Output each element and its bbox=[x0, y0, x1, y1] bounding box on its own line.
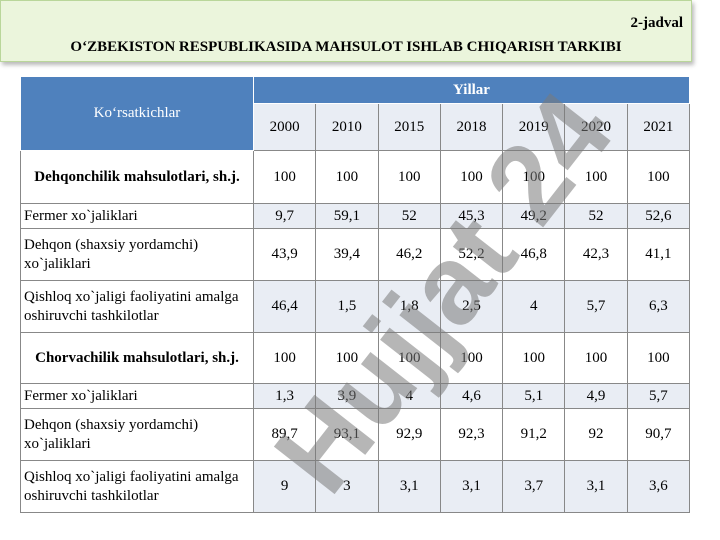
cell: 3,7 bbox=[502, 460, 566, 513]
cell: 3,1 bbox=[377, 460, 441, 513]
row-label: Fermer xo`jaliklari bbox=[20, 383, 254, 409]
cell: 45,3 bbox=[439, 203, 504, 229]
cell: 52,2 bbox=[439, 228, 504, 281]
cell: 52 bbox=[377, 203, 441, 229]
year-header: 2000 bbox=[252, 103, 317, 151]
cell: 92,3 bbox=[439, 408, 504, 461]
cell: 89,7 bbox=[252, 408, 317, 461]
cell: 2,5 bbox=[439, 280, 504, 333]
cell: 4 bbox=[377, 383, 441, 409]
cell: 46,8 bbox=[502, 228, 566, 281]
cell: 90,7 bbox=[626, 408, 691, 461]
cell: 42,3 bbox=[564, 228, 628, 281]
cell: 91,2 bbox=[502, 408, 566, 461]
cell: 100 bbox=[377, 332, 441, 384]
cell: 1,5 bbox=[315, 280, 379, 333]
group-header: Yillar bbox=[253, 76, 690, 104]
cell: 5,7 bbox=[626, 383, 691, 409]
cell: 100 bbox=[377, 150, 441, 204]
cell: 6,3 bbox=[626, 280, 691, 333]
cell: 92,9 bbox=[377, 408, 441, 461]
header-row: Ko‘rsatkichlar Yillar bbox=[20, 76, 690, 151]
cell: 5,1 bbox=[502, 383, 566, 409]
table-row: Fermer xo`jaliklari 1,3 3,9 4 4,6 5,1 4,9 5,7 bbox=[20, 383, 691, 409]
cell: 3,1 bbox=[564, 460, 628, 513]
cell: 100 bbox=[439, 150, 504, 204]
year-header: 2010 bbox=[315, 103, 379, 151]
row-label: Fermer xo`jaliklari bbox=[20, 203, 254, 229]
cell: 52 bbox=[564, 203, 628, 229]
cell: 46,4 bbox=[252, 280, 317, 333]
table: Ko‘rsatkichlar Yillar 2000 2010 2015 2018 20… bbox=[20, 76, 691, 513]
year-header: 2015 bbox=[377, 103, 441, 151]
cell: 100 bbox=[564, 332, 628, 384]
corner-header: Ko‘rsatkichlar bbox=[20, 76, 254, 151]
cell: 100 bbox=[564, 150, 628, 204]
row-label: Chorvachilik mahsulotlari, sh.j. bbox=[20, 332, 254, 384]
cell: 41,1 bbox=[626, 228, 691, 281]
cell: 100 bbox=[252, 332, 317, 384]
year-header: 2021 bbox=[626, 103, 691, 151]
year-header: 2018 bbox=[439, 103, 504, 151]
cell: 9,7 bbox=[252, 203, 317, 229]
cell: 100 bbox=[502, 332, 566, 384]
year-header: 2019 bbox=[502, 103, 566, 151]
cell: 100 bbox=[439, 332, 504, 384]
years-row: 2000 2010 2015 2018 2019 2020 2021 bbox=[21, 103, 691, 151]
row-label: Dehqonchilik mahsulotlari, sh.j. bbox=[20, 150, 254, 204]
cell: 3,1 bbox=[439, 460, 504, 513]
cell: 4,6 bbox=[439, 383, 504, 409]
cell: 100 bbox=[315, 332, 379, 384]
table-label: 2-jadval bbox=[630, 15, 684, 31]
cell: 100 bbox=[626, 332, 691, 384]
cell: 100 bbox=[502, 150, 566, 204]
cell: 100 bbox=[626, 150, 691, 204]
cell: 52,6 bbox=[626, 203, 691, 229]
cell: 1,8 bbox=[377, 280, 441, 333]
cell: 43,9 bbox=[252, 228, 317, 281]
cell: 3,6 bbox=[626, 460, 691, 513]
cell: 92 bbox=[564, 408, 628, 461]
table-row: Qishloq xo`jaligi faoliyatini amalga osh… bbox=[20, 460, 691, 513]
row-label: Dehqon (shaxsiy yordamchi) xo`jaliklari bbox=[20, 228, 254, 281]
table-row: Dehqon (shaxsiy yordamchi) xo`jaliklari 4… bbox=[20, 228, 691, 281]
table-row: Fermer xo`jaliklari 9,7 59,1 52 45,3 49,2 52 52… bbox=[20, 203, 691, 229]
table-row: Qishloq xo`jaligi faoliyatini amalga osh… bbox=[20, 280, 691, 333]
row-label: Qishloq xo`jaligi faoliyatini amalga osh… bbox=[20, 460, 254, 513]
row-label: Qishloq xo`jaligi faoliyatini amalga osh… bbox=[20, 280, 254, 333]
cell: 93,1 bbox=[315, 408, 379, 461]
cell: 39,4 bbox=[315, 228, 379, 281]
cell: 59,1 bbox=[315, 203, 379, 229]
table-row: Dehqonchilik mahsulotlari, sh.j. 100 100 10… bbox=[20, 150, 691, 204]
cell: 4 bbox=[502, 280, 566, 333]
title: O‘ZBEKISTON RESPUBLIKASIDA MAHSULOT ISHL… bbox=[70, 39, 622, 55]
year-header: 2020 bbox=[564, 103, 628, 151]
table-row: Dehqon (shaxsiy yordamchi) xo`jaliklari 8… bbox=[20, 408, 691, 461]
cell: 100 bbox=[315, 150, 379, 204]
cell: 46,2 bbox=[377, 228, 441, 281]
cell: 100 bbox=[252, 150, 317, 204]
cell: 3,9 bbox=[315, 383, 379, 409]
cell: 1,3 bbox=[252, 383, 317, 409]
cell: 5,7 bbox=[564, 280, 628, 333]
table-row: Chorvachilik mahsulotlari, sh.j. 100 100 10… bbox=[20, 332, 691, 384]
row-label: Dehqon (shaxsiy yordamchi) xo`jaliklari bbox=[20, 408, 254, 461]
cell: 4,9 bbox=[564, 383, 628, 409]
header: 2-jadval O‘ZBEKISTON RESPUBLIKASIDA MAHS… bbox=[0, 0, 692, 62]
cell: 49,2 bbox=[502, 203, 566, 229]
cell: 9 bbox=[252, 460, 317, 513]
cell: 3 bbox=[315, 460, 379, 513]
